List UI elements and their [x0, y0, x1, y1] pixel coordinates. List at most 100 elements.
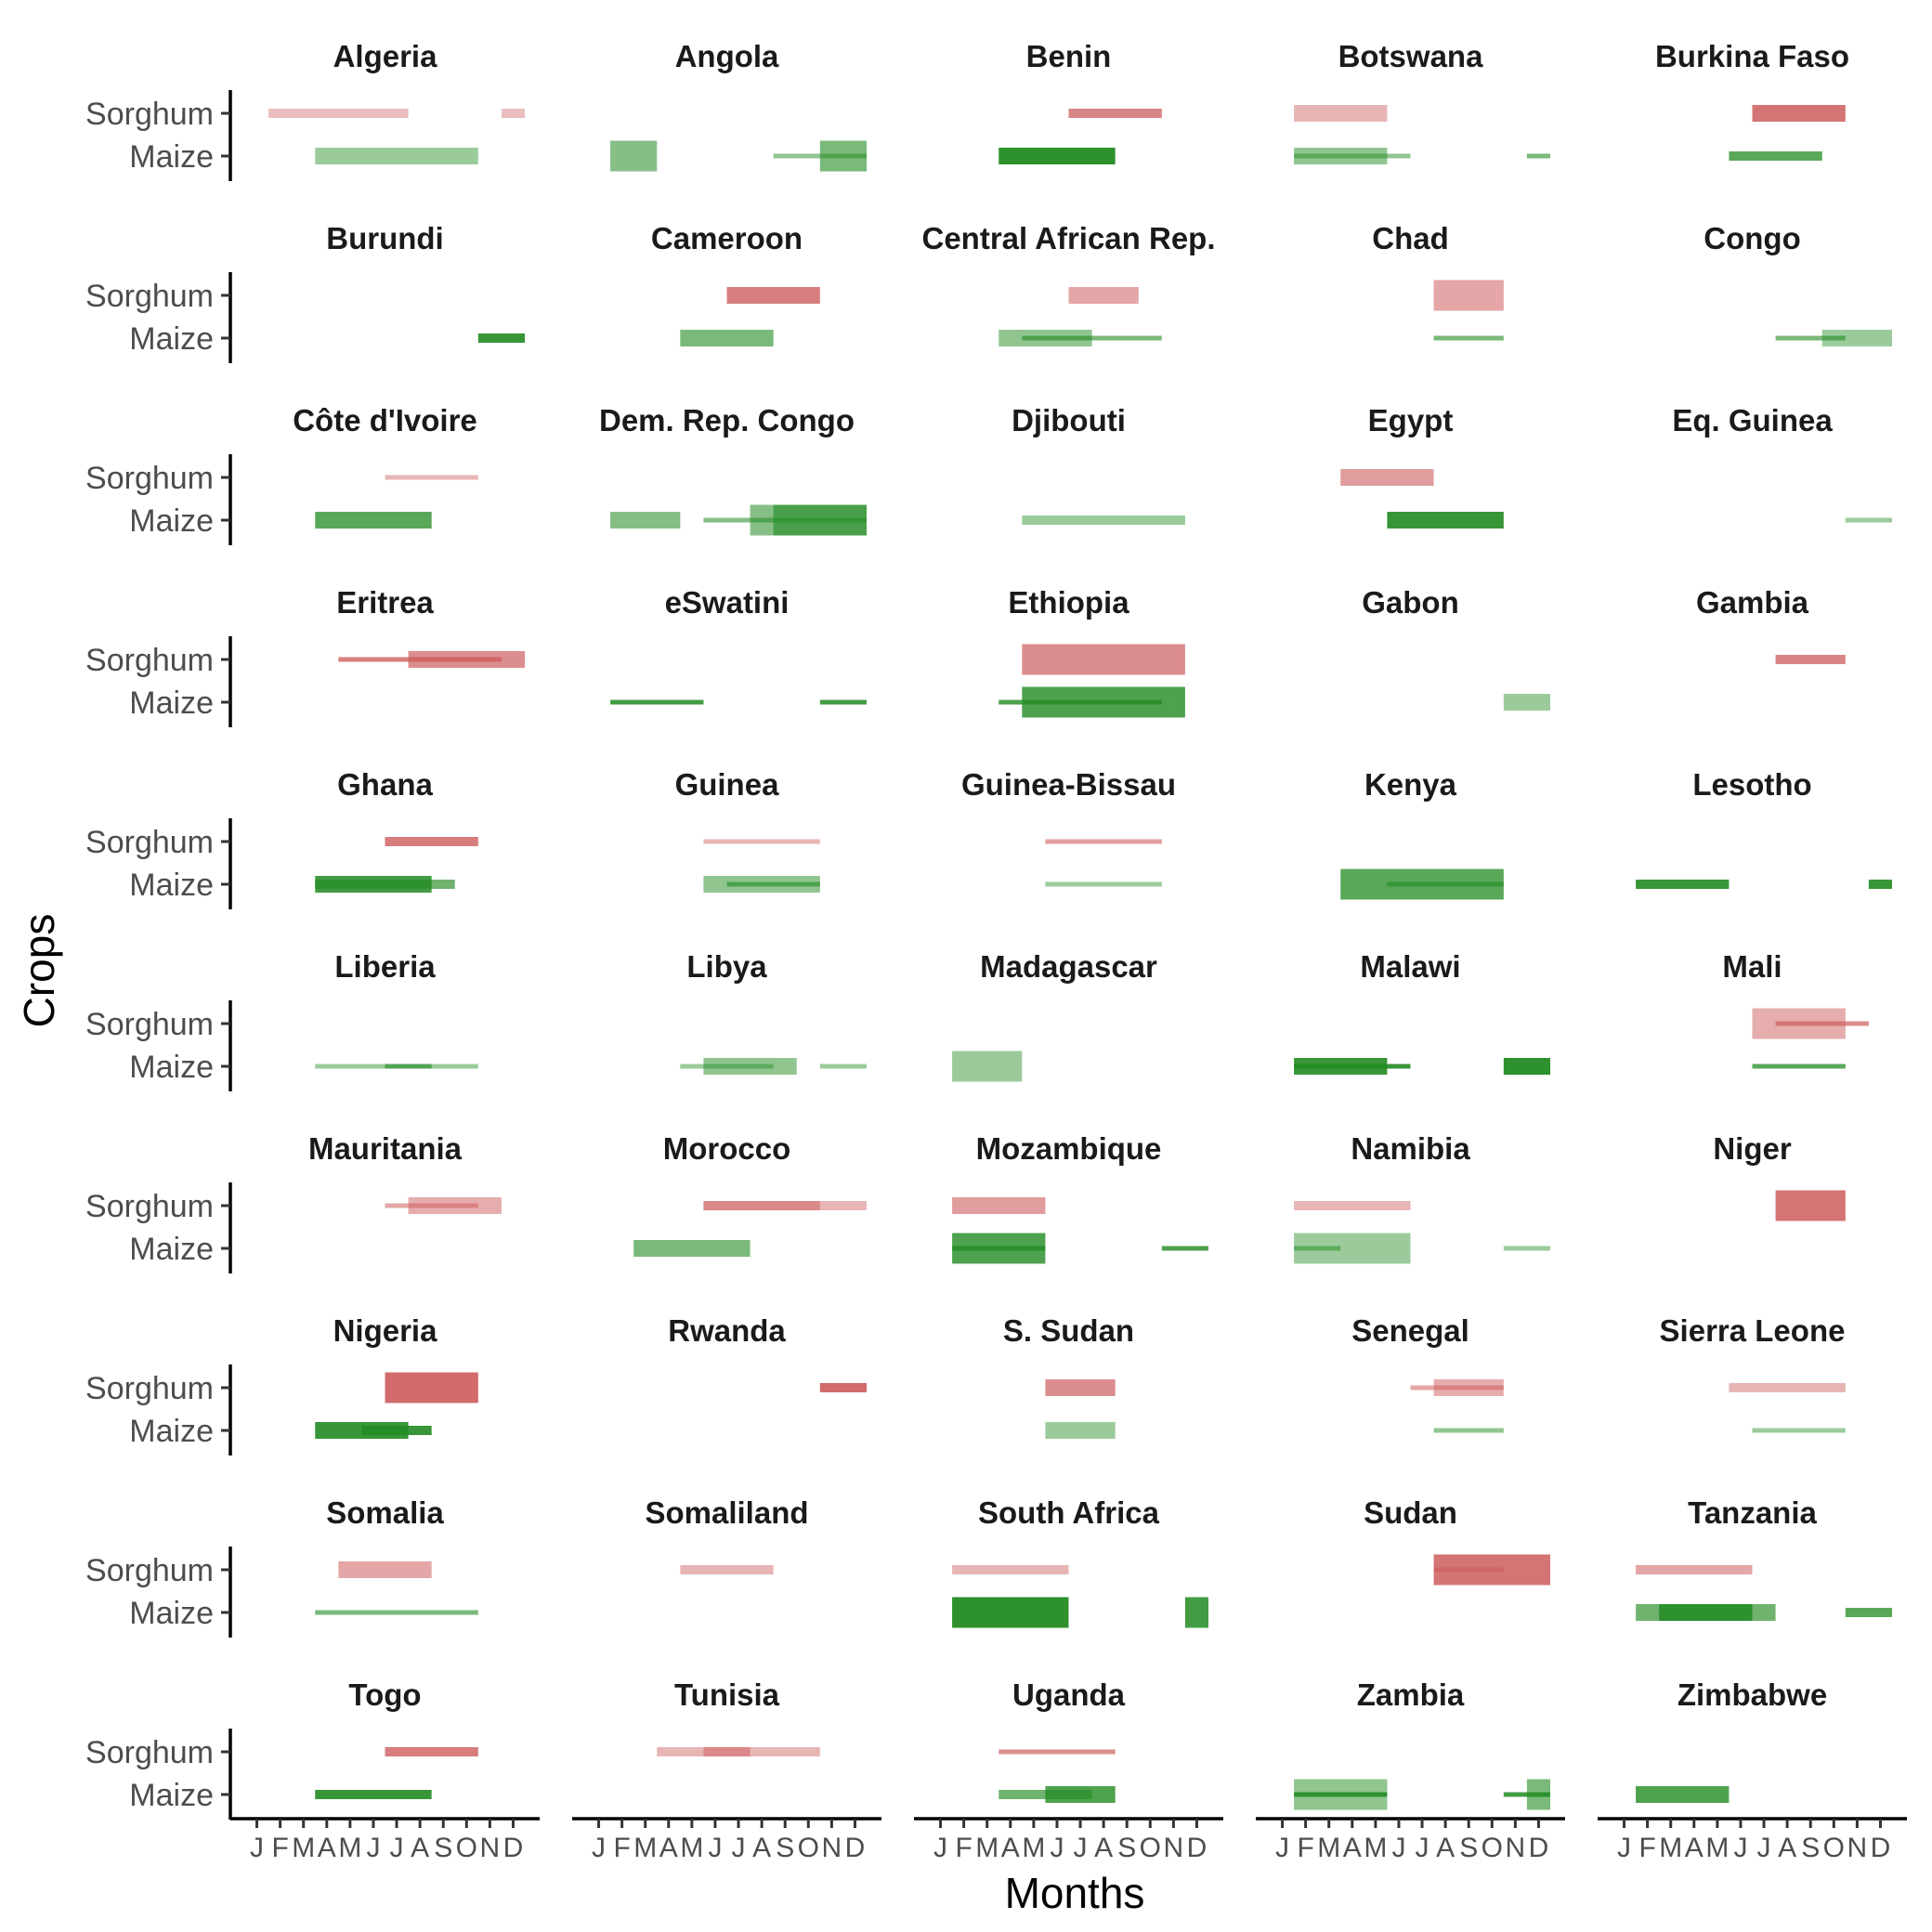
bar-maize [1433, 1428, 1504, 1433]
bar-sorghum [1433, 280, 1504, 311]
panel-title: Sudan [1364, 1495, 1457, 1530]
panel-title: Togo [348, 1677, 421, 1712]
panel-title: Dem. Rep. Congo [599, 403, 855, 437]
x-tick-label: M [1022, 1833, 1045, 1863]
x-tick-label: D [845, 1833, 866, 1863]
x-tick-label: A [318, 1833, 336, 1863]
panel-zambia: Zambia [1294, 1677, 1550, 1810]
bar-maize [1821, 330, 1892, 346]
panel-eq-guinea: Eq. Guinea [1672, 403, 1892, 523]
bar-maize [819, 140, 867, 172]
bar-sorghum [703, 1201, 820, 1210]
panel-title: Rwanda [668, 1313, 786, 1348]
x-tick-label: N [1164, 1833, 1184, 1863]
x-tick-label: J [933, 1833, 947, 1863]
panel-angola: Angola [610, 39, 867, 172]
panel-title: Burundi [326, 221, 443, 255]
panel-djibouti: Djibouti [1012, 403, 1185, 525]
panel-gambia: Gambia [1696, 585, 1846, 664]
bar-maize [610, 140, 658, 172]
y-tick-label-maize: Maize [129, 139, 214, 175]
panel-botswana: Botswana [1294, 39, 1550, 164]
panel-title: Mozambique [976, 1131, 1162, 1166]
x-tick-label: A [1436, 1833, 1455, 1863]
panel-liberia: Liberia [315, 949, 478, 1069]
panel-south-africa: South Africa [952, 1495, 1208, 1628]
panel-title: eSwatini [665, 585, 790, 620]
bar-sorghum [1433, 1379, 1504, 1396]
bar-maize [1775, 335, 1846, 341]
panel-title: Cameroon [651, 221, 803, 255]
panel-title: Eritrea [336, 585, 434, 620]
x-tick-label: A [1094, 1833, 1113, 1863]
bar-maize [999, 148, 1116, 164]
bar-maize [952, 1246, 1046, 1251]
bar-sorghum [952, 1565, 1069, 1574]
panel-title: Gabon [1362, 585, 1459, 620]
x-tick-label: O [798, 1833, 819, 1863]
panel-title: Eq. Guinea [1672, 403, 1833, 437]
panel-zimbabwe: Zimbabwe [1636, 1677, 1827, 1803]
x-tick-label: A [752, 1833, 771, 1863]
x-tick-label: J [390, 1833, 404, 1863]
bar-sorghum [385, 1747, 478, 1756]
y-tick-label-maize: Maize [129, 1050, 214, 1085]
panel-guinea: Guinea [675, 767, 820, 893]
panel-title: Ethiopia [1008, 585, 1129, 620]
panels-layer: Sorghum Maize Sorghum Maize Sorghum Maize Sorg… [85, 39, 1907, 1863]
panel-title: S. Sudan [1003, 1313, 1134, 1348]
panel-title: Côte d'Ivoire [293, 403, 477, 437]
y-tick-label-sorghum: Sorghum [85, 279, 214, 314]
panel-title: Nigeria [333, 1313, 438, 1348]
panel-somalia: Somalia [315, 1495, 478, 1615]
x-tick-label: O [1140, 1833, 1161, 1863]
x-tick-label: A [659, 1833, 678, 1863]
bar-maize [1845, 517, 1892, 523]
panel-title: Ghana [337, 767, 433, 802]
bar-maize [1045, 881, 1162, 887]
panel-title: Libya [686, 949, 767, 984]
y-axis-title: Crops [15, 914, 63, 1028]
x-tick-label: M [680, 1833, 703, 1863]
bar-maize [1503, 1246, 1550, 1251]
panel-title: Congo [1704, 221, 1800, 255]
panel-burundi: Burundi [326, 221, 525, 343]
panel-title: Zimbabwe [1677, 1677, 1827, 1712]
bar-maize [1526, 153, 1550, 159]
y-tick-label-sorghum: Sorghum [85, 1371, 214, 1406]
panel-title: Namibia [1351, 1131, 1470, 1166]
panel-title: Central African Rep. [921, 221, 1215, 255]
bar-maize [1294, 148, 1388, 164]
bar-maize [1022, 686, 1185, 718]
y-tick-label-maize: Maize [129, 868, 214, 903]
bar-maize [385, 1064, 432, 1069]
panel-title: Morocco [663, 1131, 791, 1166]
panel-mauritania: Mauritania [308, 1131, 502, 1214]
bar-maize [773, 504, 867, 536]
bar-maize [315, 1610, 478, 1615]
bar-sorghum [1294, 1201, 1411, 1210]
bar-maize [1045, 1786, 1116, 1803]
panel-guinea-bissau: Guinea-Bissau [961, 767, 1176, 887]
bar-maize [1845, 1608, 1892, 1617]
x-tick-label: J [1391, 1833, 1405, 1863]
x-tick-label: D [1529, 1833, 1549, 1863]
panel-title: Djibouti [1012, 403, 1126, 437]
panel-cote-d-ivoire: Côte d'Ivoire [293, 403, 478, 529]
panel-title: South Africa [978, 1495, 1160, 1530]
x-tick-label: J [592, 1833, 606, 1863]
x-tick-label: N [480, 1833, 501, 1863]
bar-maize [680, 330, 774, 346]
x-tick-label: J [1617, 1833, 1631, 1863]
bar-sorghum [703, 1747, 751, 1756]
bar-maize [633, 1240, 751, 1257]
bar-sorghum [501, 109, 525, 118]
bar-sorghum [1775, 1021, 1869, 1026]
bar-maize [819, 699, 867, 705]
panel-niger: Niger [1713, 1131, 1846, 1221]
x-tick-label: M [975, 1833, 999, 1863]
bar-sorghum [1045, 839, 1162, 844]
y-tick-label-sorghum: Sorghum [85, 461, 214, 496]
panel-title: Liberia [334, 949, 436, 984]
panel-malawi: Malawi [1294, 949, 1550, 1075]
